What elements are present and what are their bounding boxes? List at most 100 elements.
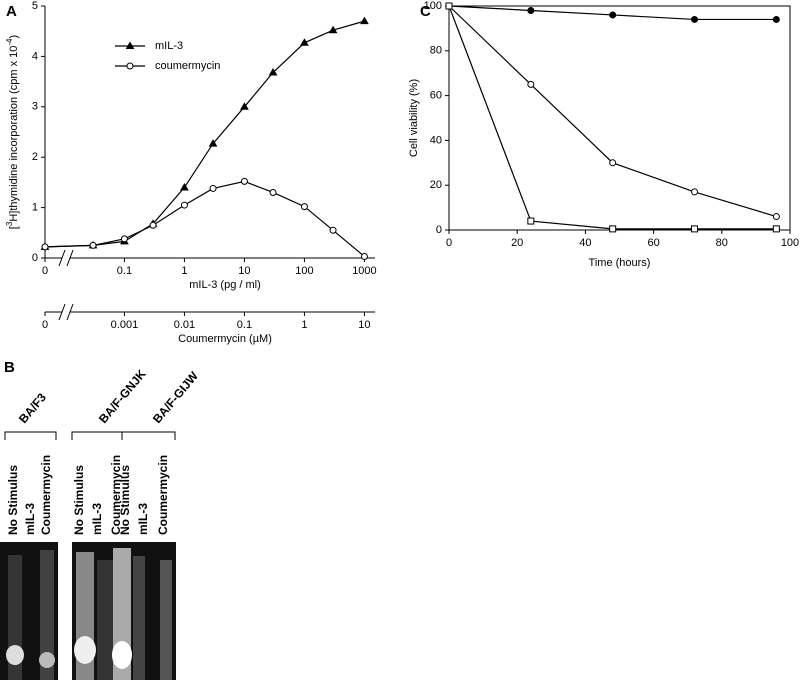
plot-frame xyxy=(448,5,791,231)
y-tick-label: 4 xyxy=(32,50,38,62)
marker xyxy=(772,15,780,23)
marker xyxy=(360,16,369,25)
panel-label: A xyxy=(6,3,17,20)
y-tick-label: 100 xyxy=(424,0,442,12)
y-label-part: -4 xyxy=(5,38,14,46)
series-line xyxy=(448,5,777,218)
x-tick-label: 60 xyxy=(647,237,659,249)
gel-lane-label: No Stimulus xyxy=(72,465,86,535)
y-tick-label: 2 xyxy=(32,151,38,163)
gel-group-label: BA/F3 xyxy=(16,390,49,426)
x-tick-label: 100 xyxy=(781,237,799,249)
marker xyxy=(240,102,249,110)
y-label-part: [ xyxy=(8,226,20,229)
x-tick-label: 80 xyxy=(716,237,728,249)
marker xyxy=(208,139,218,147)
x-tick-label: 10 xyxy=(238,265,250,277)
marker xyxy=(120,235,128,243)
x2-tick-label: 0.1 xyxy=(237,319,252,331)
gel-lane-label: No Stimulus xyxy=(6,465,20,535)
y-tick-label: 3 xyxy=(32,101,38,113)
x2-tick-label: 0 xyxy=(42,319,48,331)
marker xyxy=(269,188,277,196)
y-label-part: ) xyxy=(8,35,20,39)
x-tick-label: 100 xyxy=(295,265,313,277)
marker xyxy=(209,184,217,192)
gel-lane-label: Coumermycin xyxy=(156,455,170,535)
x-tick-label: 1 xyxy=(181,265,187,277)
axis-break xyxy=(58,249,74,267)
x-tick-label: 0 xyxy=(446,237,452,249)
y-axis-label: Cell viability (%) xyxy=(408,79,420,157)
axis-break xyxy=(58,303,74,321)
marker xyxy=(180,201,188,209)
gel-brackets xyxy=(4,431,176,440)
gel-lane-label: Coumermycin xyxy=(109,455,123,535)
gel-lane-label: No Stimulus xyxy=(118,465,132,535)
x-tick-label: 40 xyxy=(579,237,591,249)
x-tick-label: 0.1 xyxy=(117,265,132,277)
marker xyxy=(180,182,189,191)
marker xyxy=(149,221,157,229)
marker xyxy=(360,252,368,260)
y-label-part: H]thymidine incorporation (cpm x 10 xyxy=(8,46,20,222)
x-axis-label: mIL-3 (pg / ml) xyxy=(189,279,261,291)
gel-band xyxy=(39,652,55,668)
legend-label: mIL-3 xyxy=(155,40,183,52)
marker xyxy=(89,241,97,249)
gel-group-label: BA/F-GIJW xyxy=(150,368,201,426)
gel-lane-label: mIL-3 xyxy=(90,503,104,535)
gel-lane-label: mIL-3 xyxy=(136,503,150,535)
marker xyxy=(527,6,535,14)
panel-label: C xyxy=(420,3,431,20)
gel-lane-label: Coumermycin xyxy=(39,455,53,535)
panel-label: B xyxy=(4,359,15,376)
x2-tick-label: 0.01 xyxy=(174,319,195,331)
marker xyxy=(609,11,617,19)
legend-marker xyxy=(125,41,135,49)
y-tick-label: 0 xyxy=(436,224,442,236)
marker xyxy=(691,188,699,196)
y-tick-label: 60 xyxy=(430,90,442,102)
y-label-part: 3 xyxy=(5,221,14,226)
marker xyxy=(268,68,278,76)
series-line xyxy=(448,5,777,230)
legend-marker xyxy=(126,62,134,70)
gel-lane xyxy=(97,560,113,680)
y-tick-label: 20 xyxy=(430,179,442,191)
x-tick-label: 1000 xyxy=(352,265,376,277)
y-tick-label: 5 xyxy=(32,0,38,12)
gel-band xyxy=(112,641,132,669)
x-tick-label: 20 xyxy=(511,237,523,249)
marker xyxy=(41,243,49,251)
x-tick-label: 0 xyxy=(42,265,48,277)
marker xyxy=(609,159,617,167)
series-line xyxy=(44,20,365,248)
marker xyxy=(772,213,780,221)
marker xyxy=(527,217,535,225)
gel-lane xyxy=(133,556,145,680)
marker xyxy=(329,226,337,234)
marker xyxy=(691,225,699,233)
gel-group-label: BA/F-GNJK xyxy=(96,367,149,426)
marker xyxy=(527,80,535,88)
gel-lane xyxy=(40,550,54,680)
y-tick-label: 40 xyxy=(430,134,442,146)
gel-image xyxy=(0,542,176,680)
y-tick-label: 0 xyxy=(32,252,38,264)
gel-band xyxy=(6,645,24,665)
x2-tick-label: 0.001 xyxy=(111,319,139,331)
marker xyxy=(445,2,453,10)
x-axis-label: Time (hours) xyxy=(589,257,651,269)
x2-axis-label: Coumermycin (µM) xyxy=(178,333,272,345)
marker xyxy=(609,225,617,233)
gel-lane xyxy=(160,560,172,680)
x2-tick-label: 10 xyxy=(358,319,370,331)
gel-lane-label: mIL-3 xyxy=(23,503,37,535)
marker xyxy=(300,38,309,46)
y-axis-label: [3H]thymidine incorporation (cpm x 10-4) xyxy=(5,35,20,229)
marker xyxy=(772,225,780,233)
marker xyxy=(691,15,699,23)
